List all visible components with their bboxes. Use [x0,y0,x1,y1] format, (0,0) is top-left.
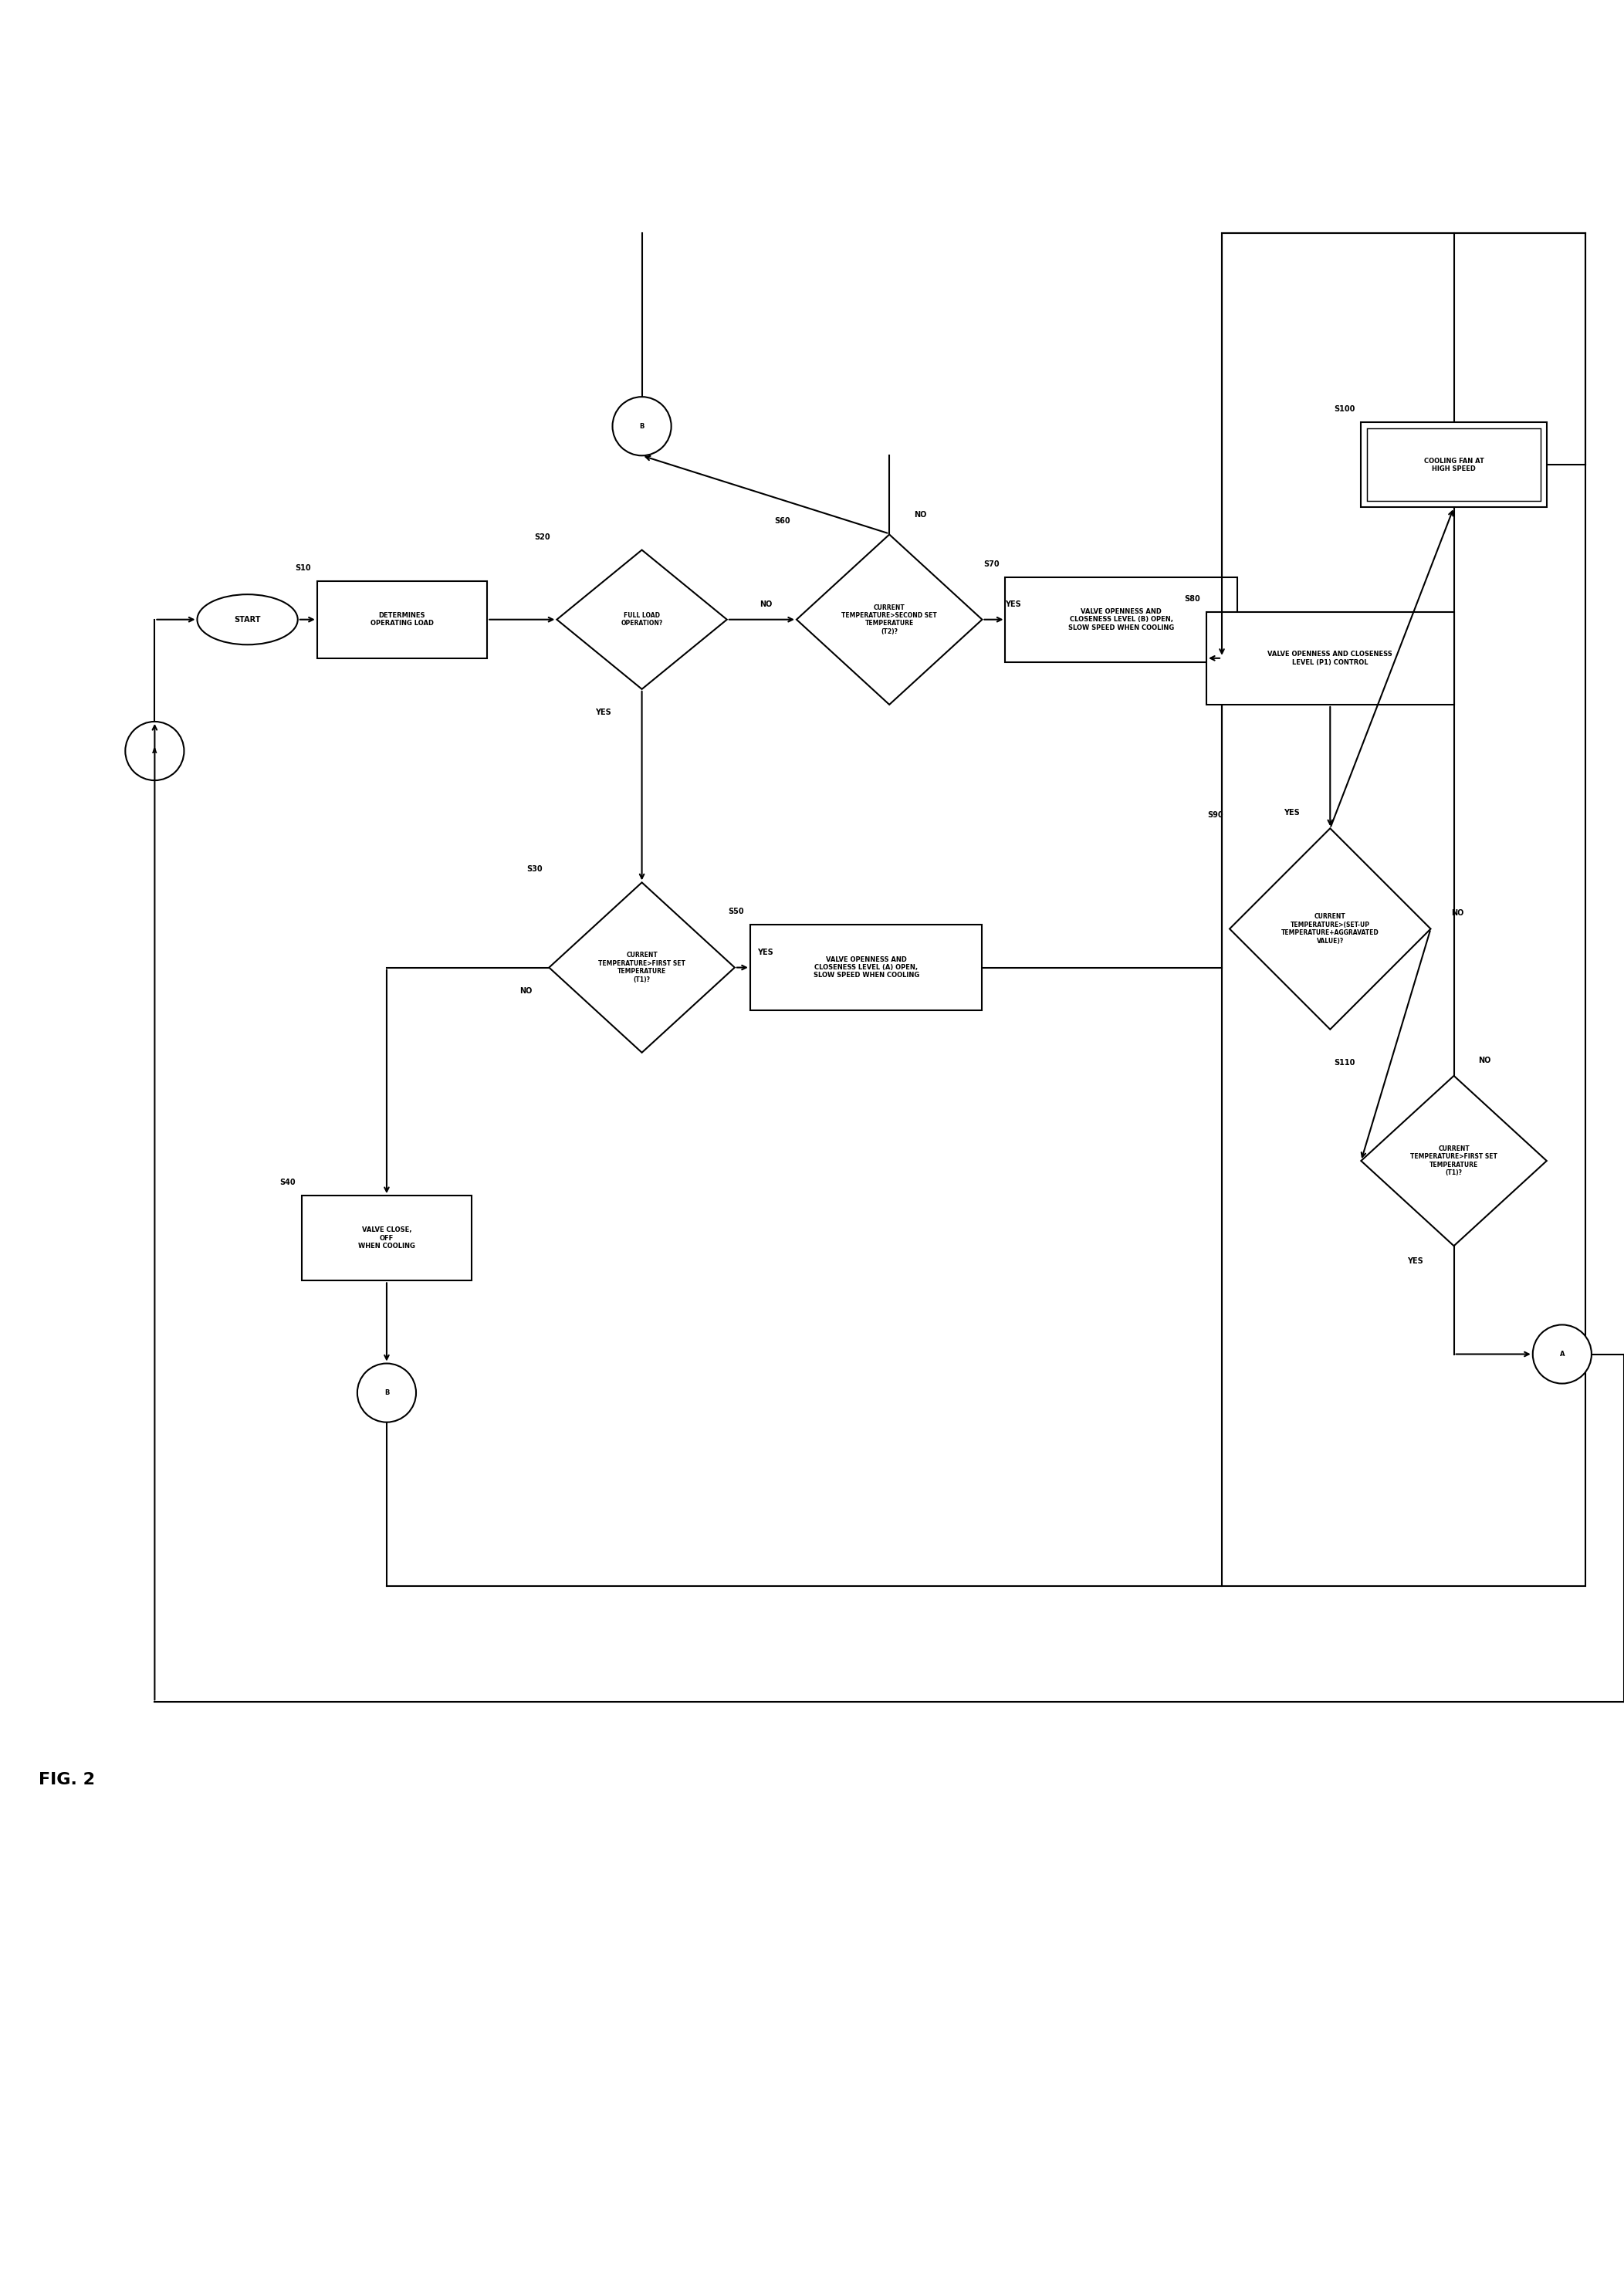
Polygon shape [1361,1075,1546,1247]
Text: NO: NO [914,511,927,518]
Circle shape [125,721,184,781]
Bar [750,925,983,1009]
Text: S10: S10 [296,564,310,571]
Text: B: B [640,422,645,429]
Text: A: A [153,747,158,753]
Text: COOLING FAN AT
HIGH SPEED: COOLING FAN AT HIGH SPEED [1424,457,1484,473]
Polygon shape [549,884,734,1052]
Polygon shape [557,550,728,689]
Circle shape [612,397,671,457]
Bar [1207,612,1453,705]
Text: S100: S100 [1333,406,1354,413]
Text: S80: S80 [1184,596,1200,603]
Bar [1221,233,1585,1587]
Circle shape [357,1363,416,1422]
Text: B: B [385,1390,390,1397]
Text: NO: NO [760,600,771,607]
Text: START: START [234,616,261,623]
Bar [1361,422,1546,507]
Text: NO: NO [1478,1057,1491,1064]
Text: FIG. 2: FIG. 2 [39,1772,96,1788]
Bar [302,1196,471,1281]
Text: CURRENT
TEMPERATURE>FIRST SET
TEMPERATURE
(T1)?: CURRENT TEMPERATURE>FIRST SET TEMPERATUR… [598,952,685,984]
Text: S20: S20 [534,532,551,541]
Text: FULL LOAD
OPERATION?: FULL LOAD OPERATION? [620,612,663,628]
Text: YES: YES [1005,600,1021,607]
Text: DETERMINES
OPERATING LOAD: DETERMINES OPERATING LOAD [370,612,434,628]
Text: A: A [1559,1352,1564,1358]
Text: CURRENT
TEMPERATURE>(SET-UP
TEMPERATURE+AGGRAVATED
VALUE)?: CURRENT TEMPERATURE>(SET-UP TEMPERATURE+… [1281,913,1379,945]
Text: YES: YES [1283,808,1299,817]
Polygon shape [1229,829,1431,1030]
Text: CURRENT
TEMPERATURE>SECOND SET
TEMPERATURE
(T2)?: CURRENT TEMPERATURE>SECOND SET TEMPERATU… [841,605,937,635]
Bar [1367,429,1541,502]
Text: S110: S110 [1333,1059,1354,1066]
Text: VALVE OPENNESS AND CLOSENESS
LEVEL (P1) CONTROL: VALVE OPENNESS AND CLOSENESS LEVEL (P1) … [1268,651,1392,667]
Text: S50: S50 [728,909,744,915]
Bar [1005,578,1237,662]
Text: YES: YES [594,708,611,717]
Text: S70: S70 [983,559,999,568]
Text: YES: YES [757,947,773,957]
Text: NO: NO [520,986,533,995]
Circle shape [1533,1324,1592,1383]
Text: S40: S40 [279,1178,296,1187]
Text: S30: S30 [526,865,542,872]
Ellipse shape [197,594,297,644]
Text: VALVE OPENNESS AND
CLOSENESS LEVEL (B) OPEN,
SLOW SPEED WHEN COOLING: VALVE OPENNESS AND CLOSENESS LEVEL (B) O… [1069,607,1174,630]
Text: CURRENT
TEMPERATURE>FIRST SET
TEMPERATURE
(T1)?: CURRENT TEMPERATURE>FIRST SET TEMPERATUR… [1410,1146,1497,1176]
Bar [317,580,487,658]
Text: NO: NO [1452,909,1465,918]
Text: YES: YES [1406,1258,1423,1265]
Polygon shape [796,534,983,705]
Text: VALVE OPENNESS AND
CLOSENESS LEVEL (A) OPEN,
SLOW SPEED WHEN COOLING: VALVE OPENNESS AND CLOSENESS LEVEL (A) O… [814,957,919,979]
Text: S90: S90 [1208,810,1223,820]
Text: VALVE CLOSE,
OFF
WHEN COOLING: VALVE CLOSE, OFF WHEN COOLING [359,1226,416,1249]
Text: S60: S60 [775,518,791,525]
